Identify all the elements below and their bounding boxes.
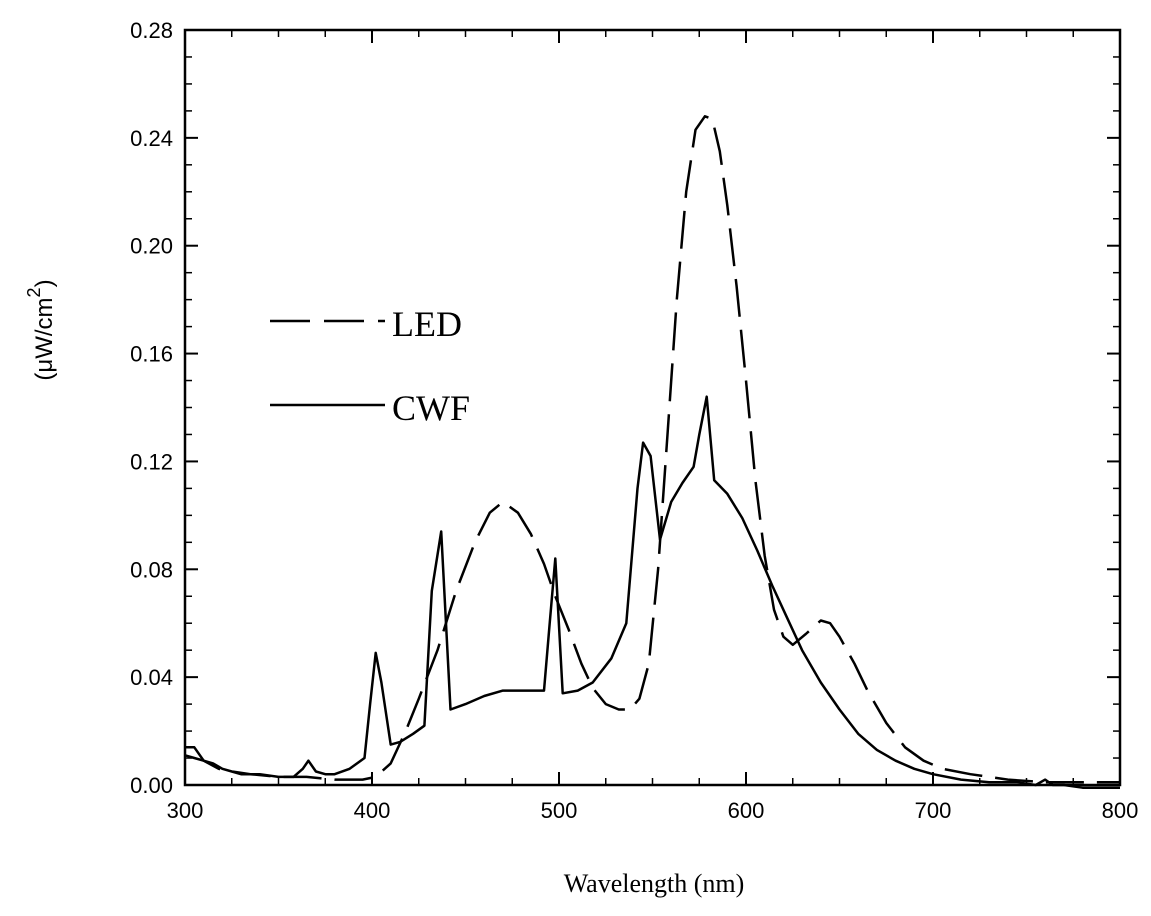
x-axis-title: Wavelength (nm) <box>564 869 745 898</box>
legend-label-cwf: CWF <box>392 388 470 428</box>
x-tick-label: 700 <box>915 798 952 823</box>
legend-label-led: LED <box>392 304 462 344</box>
y-axis-title-sup: 2 <box>24 287 44 297</box>
x-tick-label: 600 <box>728 798 765 823</box>
y-tick-label: 0.04 <box>130 665 173 690</box>
y-tick-label: 0.12 <box>130 449 173 474</box>
x-tick-label: 500 <box>541 798 578 823</box>
plot-border <box>183 28 1122 787</box>
plot-area <box>183 28 1122 787</box>
y-tick-label: 0.28 <box>130 18 173 43</box>
y-tick-label: 0.08 <box>130 557 173 582</box>
y-axis-title-base: (μW/cm <box>31 297 58 380</box>
y-axis-title: (μW/cm2) <box>24 279 58 380</box>
y-axis-title-close: ) <box>31 279 58 287</box>
x-tick-label: 800 <box>1102 798 1139 823</box>
y-tick-label: 0.20 <box>130 234 173 259</box>
series-line-led <box>184 115 1120 784</box>
y-tick-label: 0.16 <box>130 342 173 367</box>
series-lines <box>184 115 1120 789</box>
series-line-cwf <box>185 395 1120 789</box>
axis-ticks: 0.00 0.04 0.08 0.12 0.16 0.20 0.24 0.28 300 400 50… <box>130 18 1138 823</box>
y-tick-label: 0.00 <box>130 773 173 798</box>
x-tick-label: 400 <box>354 798 391 823</box>
x-tick-label: 300 <box>167 798 204 823</box>
legend: LED CWF <box>270 304 470 428</box>
y-tick-label: 0.24 <box>130 126 173 151</box>
